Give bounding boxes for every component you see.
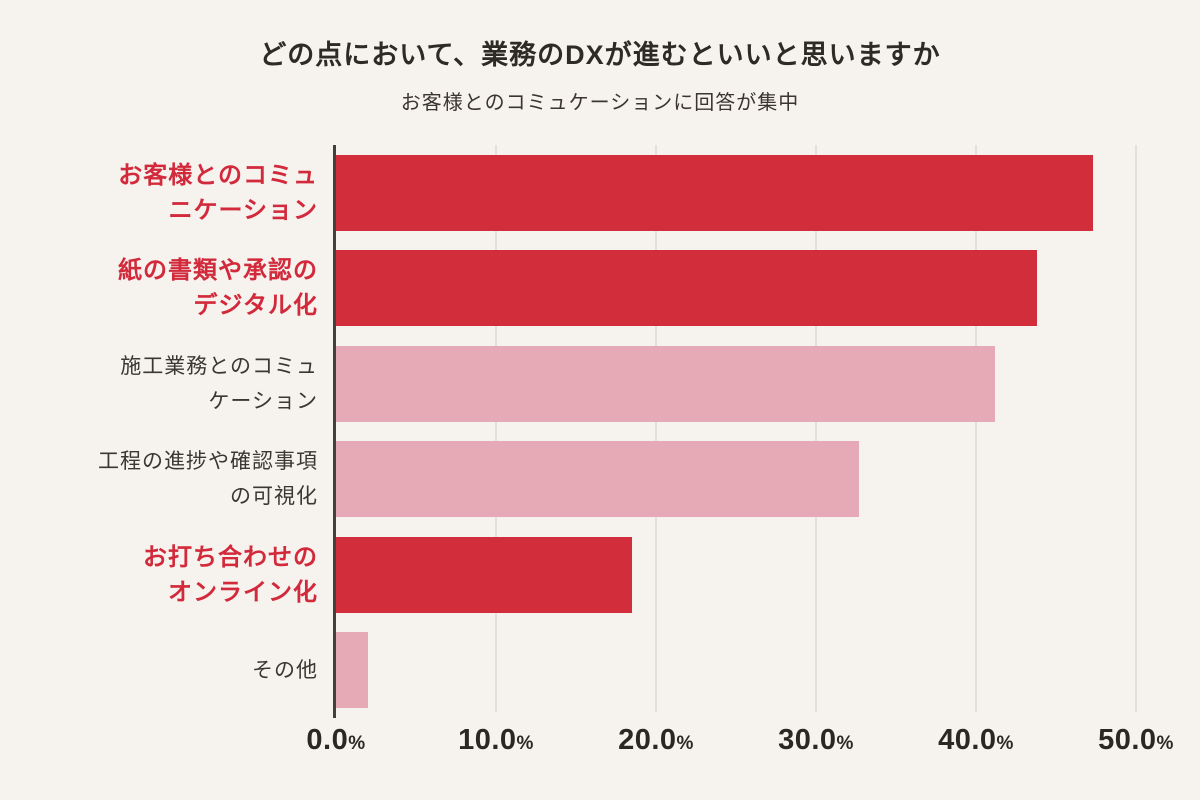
category-label: 施工業務とのコミュ ケーション xyxy=(120,354,318,413)
percent-sign: % xyxy=(1156,733,1174,754)
bar-row xyxy=(336,432,1136,528)
x-tick-label: 0.0% xyxy=(306,724,366,756)
x-tick-label: 40.0% xyxy=(938,724,1014,756)
category-label-row: お打ち合わせの オンライン化 xyxy=(0,527,318,623)
bar-6 xyxy=(336,632,368,709)
x-tick-label: 20.0% xyxy=(618,724,694,756)
bar-row xyxy=(336,241,1136,337)
bar-1 xyxy=(336,154,1093,231)
gridline xyxy=(655,145,657,712)
gridline xyxy=(1135,145,1137,712)
bar-2 xyxy=(336,250,1037,327)
chart-subtitle: お客様とのコミュケーションに回答が集中 xyxy=(400,92,800,114)
category-label: お客様とのコミュ ニケーション xyxy=(118,161,318,224)
category-labels: お客様とのコミュ ニケーション 紙の書類や承認の デジタル化施工業務とのコミュ ケーショ… xyxy=(0,145,318,718)
chart-title: どの点において、業務のDXが進むといいと思いますか xyxy=(259,40,941,70)
y-axis-line xyxy=(333,145,336,718)
category-label: 紙の書類や承認の デジタル化 xyxy=(118,257,318,320)
percent-sign: % xyxy=(676,733,694,754)
category-label-row: 紙の書類や承認の デジタル化 xyxy=(0,241,318,337)
bar-row xyxy=(336,336,1136,432)
percent-sign: % xyxy=(348,733,366,754)
category-label: 工程の進捗や確認事項 の可視化 xyxy=(98,450,318,509)
gridline xyxy=(815,145,817,712)
category-label-row: 工程の進捗や確認事項 の可視化 xyxy=(0,432,318,528)
gridline xyxy=(495,145,497,712)
percent-sign: % xyxy=(836,733,854,754)
percent-sign: % xyxy=(996,733,1014,754)
category-label: その他 xyxy=(252,658,318,682)
category-label-row: その他 xyxy=(0,623,318,719)
x-tick-label: 10.0% xyxy=(458,724,534,756)
bar-5 xyxy=(336,536,632,613)
gridline xyxy=(975,145,977,712)
bar-row xyxy=(336,527,1136,623)
chart-header: どの点において、業務のDXが進むといいと思いますか お客様とのコミュケーションに… xyxy=(0,36,1200,115)
plot-area xyxy=(333,145,1137,719)
percent-sign: % xyxy=(516,733,534,754)
x-tick-label: 30.0% xyxy=(778,724,854,756)
x-axis-ticks: 0.0% 10.0% 20.0% 30.0% 40.0% 50.0% xyxy=(306,724,1173,774)
category-label-row: 施工業務とのコミュ ケーション xyxy=(0,336,318,432)
x-tick-label: 50.0% xyxy=(1098,724,1174,756)
bar-row xyxy=(336,623,1136,719)
bar-3 xyxy=(336,345,996,422)
bar-4 xyxy=(336,441,860,518)
bar-row xyxy=(336,145,1136,241)
category-label-row: お客様とのコミュ ニケーション xyxy=(0,145,318,241)
category-label: お打ち合わせの オンライン化 xyxy=(143,543,318,606)
